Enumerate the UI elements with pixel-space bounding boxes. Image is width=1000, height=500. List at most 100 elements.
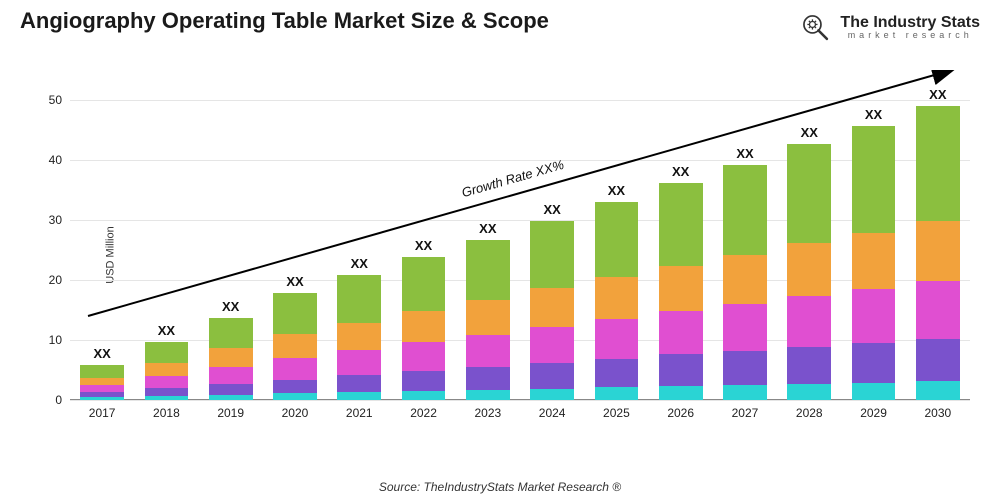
- bar-segment: [787, 243, 831, 296]
- x-tick-label: 2017: [89, 400, 116, 420]
- bar-segment: [595, 387, 639, 400]
- bar-segment: [80, 385, 124, 392]
- bar-segment: [595, 359, 639, 388]
- bar-segment: [852, 383, 896, 400]
- bar-segment: [595, 319, 639, 359]
- bar-segment: [402, 257, 446, 311]
- bar-segment: [80, 378, 124, 385]
- bar-segment: [402, 342, 446, 371]
- bar-segment: [852, 289, 896, 343]
- bar-segment: [209, 318, 253, 348]
- x-tick-label: 2027: [732, 400, 759, 420]
- bar-segment: [659, 266, 703, 312]
- bar-value-label: XX: [479, 221, 496, 236]
- bar-value-label: XX: [929, 87, 946, 102]
- bar-value-label: XX: [158, 323, 175, 338]
- bar-segment: [273, 358, 317, 380]
- bar-segment: [916, 339, 960, 381]
- y-tick-label: 20: [49, 273, 70, 287]
- bar-segment: [402, 391, 446, 400]
- bar-value-label: XX: [608, 183, 625, 198]
- bar-segment: [337, 392, 381, 400]
- bar-value-label: XX: [222, 299, 239, 314]
- bar-segment: [337, 323, 381, 351]
- bar-group: XX2023: [466, 240, 510, 400]
- bar-value-label: XX: [801, 125, 818, 140]
- bar-segment: [787, 347, 831, 384]
- bar-segment: [723, 351, 767, 385]
- bar-group: XX2027: [723, 165, 767, 400]
- bar-value-label: XX: [351, 256, 368, 271]
- bar-segment: [337, 375, 381, 392]
- x-tick-label: 2021: [346, 400, 373, 420]
- bars-area: XX2017XX2018XX2019XX2020XX2021XX2022XX20…: [70, 70, 970, 400]
- bar-value-label: XX: [543, 202, 560, 217]
- bar-group: XX2017: [80, 365, 124, 400]
- bar-segment: [209, 367, 253, 384]
- chart-title: Angiography Operating Table Market Size …: [20, 8, 549, 34]
- x-tick-label: 2026: [667, 400, 694, 420]
- x-tick-label: 2023: [474, 400, 501, 420]
- bar-segment: [530, 363, 574, 389]
- bar-group: XX2028: [787, 144, 831, 400]
- bar-segment: [916, 106, 960, 221]
- bar-segment: [466, 300, 510, 335]
- bar-segment: [659, 354, 703, 386]
- bar-segment: [787, 296, 831, 346]
- y-tick-label: 40: [49, 153, 70, 167]
- bar-segment: [723, 165, 767, 255]
- x-tick-label: 2022: [410, 400, 437, 420]
- bar-group: XX2020: [273, 293, 317, 400]
- bar-segment: [659, 386, 703, 400]
- bar-segment: [916, 381, 960, 400]
- x-tick-label: 2030: [924, 400, 951, 420]
- brand-name: The Industry Stats: [840, 15, 980, 31]
- y-tick-label: 50: [49, 93, 70, 107]
- source-attribution: Source: TheIndustryStats Market Research…: [0, 480, 1000, 494]
- bar-group: XX2022: [402, 257, 446, 400]
- bar-segment: [145, 376, 189, 388]
- bar-segment: [787, 384, 831, 400]
- bar-group: XX2025: [595, 202, 639, 400]
- x-tick-label: 2024: [539, 400, 566, 420]
- bar-segment: [145, 363, 189, 376]
- bar-group: XX2029: [852, 126, 896, 400]
- bar-segment: [337, 350, 381, 375]
- gear-magnifier-icon: [798, 10, 832, 44]
- bar-segment: [723, 304, 767, 351]
- bar-value-label: XX: [415, 238, 432, 253]
- bar-segment: [466, 367, 510, 390]
- bar-value-label: XX: [672, 164, 689, 179]
- bar-group: XX2021: [337, 275, 381, 400]
- bar-segment: [787, 144, 831, 243]
- bar-segment: [402, 311, 446, 342]
- bar-value-label: XX: [865, 107, 882, 122]
- y-tick-label: 10: [49, 333, 70, 347]
- bar-segment: [659, 311, 703, 354]
- bar-segment: [80, 365, 124, 378]
- bar-segment: [209, 348, 253, 367]
- bar-segment: [466, 240, 510, 300]
- bar-group: XX2030: [916, 106, 960, 400]
- x-tick-label: 2020: [282, 400, 309, 420]
- bar-segment: [530, 389, 574, 400]
- bar-segment: [916, 281, 960, 339]
- bar-value-label: XX: [736, 146, 753, 161]
- grid-line: [70, 400, 970, 401]
- bar-segment: [273, 293, 317, 334]
- bar-segment: [530, 288, 574, 326]
- bar-segment: [273, 393, 317, 400]
- brand-subtitle: market research: [840, 31, 980, 40]
- bar-segment: [595, 202, 639, 277]
- bar-segment: [852, 233, 896, 289]
- y-tick-label: 30: [49, 213, 70, 227]
- bar-segment: [337, 275, 381, 323]
- bar-segment: [402, 371, 446, 391]
- x-tick-label: 2025: [603, 400, 630, 420]
- bar-value-label: XX: [93, 346, 110, 361]
- y-tick-label: 0: [55, 393, 70, 407]
- bar-segment: [273, 334, 317, 358]
- bar-segment: [530, 327, 574, 363]
- bar-segment: [273, 380, 317, 394]
- brand-logo: The Industry Stats market research: [798, 10, 980, 44]
